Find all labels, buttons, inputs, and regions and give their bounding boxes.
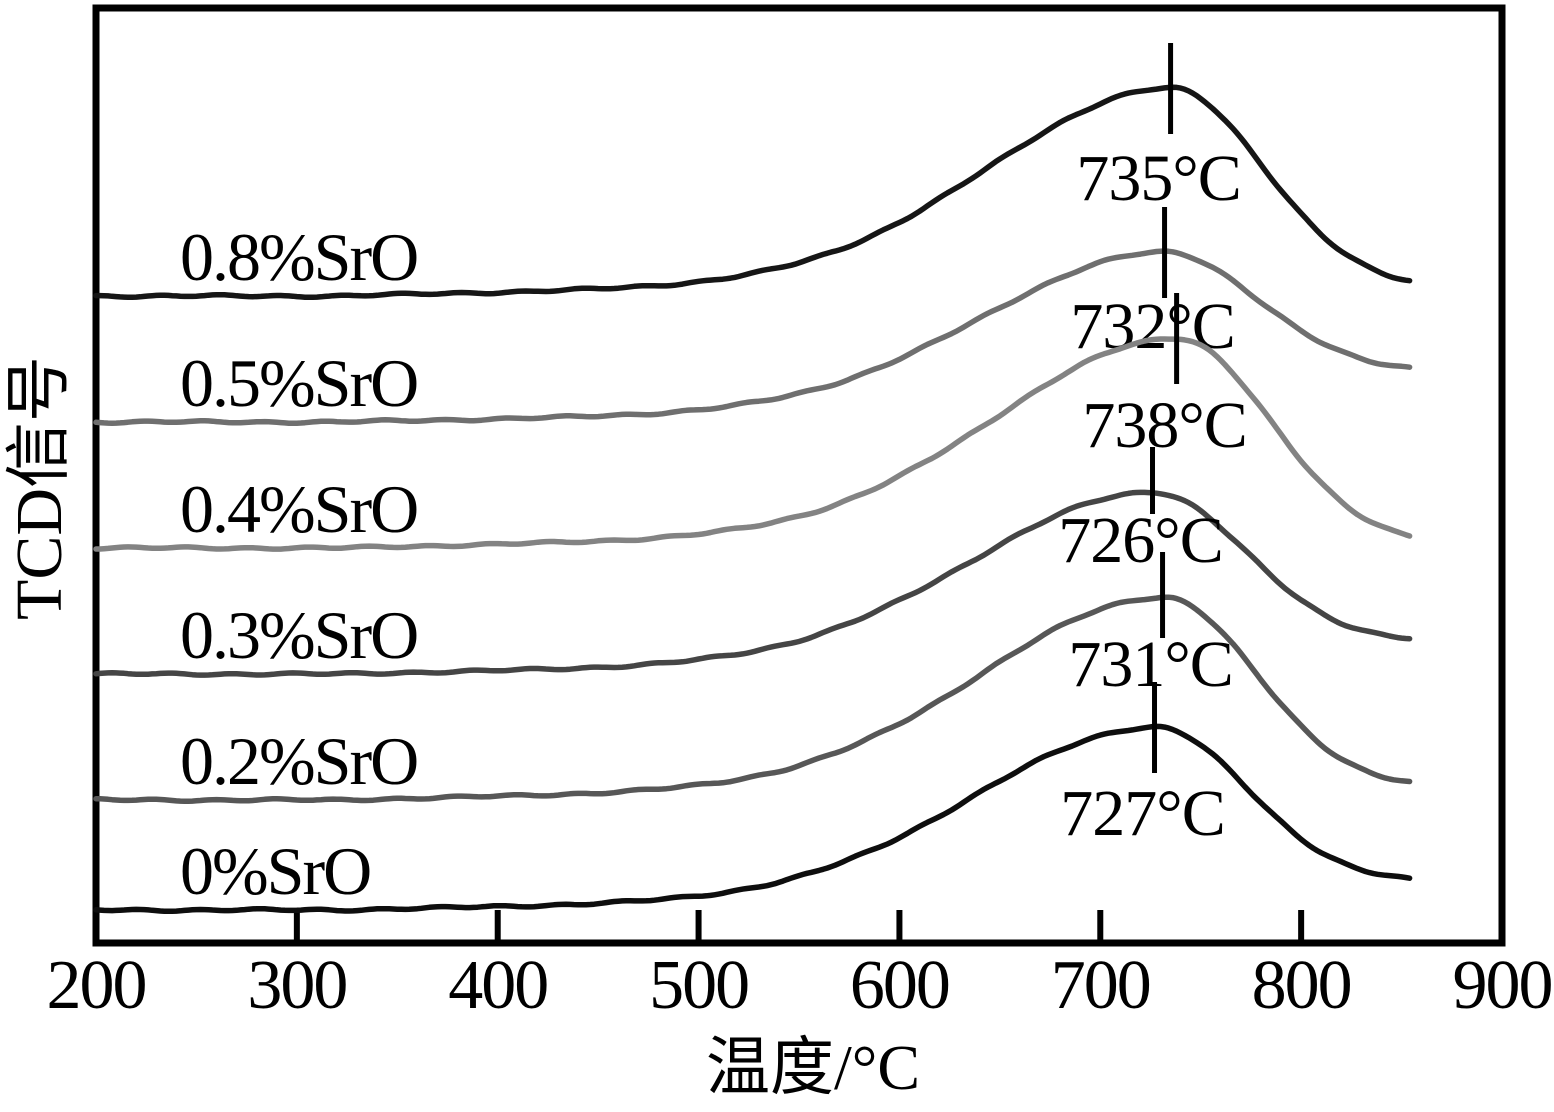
- series-label-0.2%SrO: 0.2%SrO: [180, 723, 417, 799]
- plot-border: [92, 4, 1506, 947]
- x-tick-label-500: 500: [649, 947, 748, 1024]
- series-label-0.4%SrO: 0.4%SrO: [180, 471, 417, 547]
- peak-annotation-731: 731°C: [1068, 628, 1232, 701]
- x-tick-label-300: 300: [247, 947, 346, 1024]
- peak-annotation-738: 738°C: [1082, 389, 1246, 462]
- peak-annotation-735: 735°C: [1076, 142, 1240, 215]
- x-tick-label-800: 800: [1252, 947, 1351, 1024]
- series-label-0.5%SrO: 0.5%SrO: [180, 345, 417, 421]
- curve-0.5%SrO: [93, 248, 1413, 426]
- curve-0.3%SrO: [93, 489, 1413, 678]
- x-tick-label-700: 700: [1051, 947, 1150, 1024]
- peak-annotation-727: 727°C: [1060, 777, 1224, 850]
- series-label-0%SrO: 0%SrO: [180, 833, 370, 909]
- peak-annotation-726: 726°C: [1058, 504, 1222, 577]
- curve-0.2%SrO: [93, 594, 1413, 804]
- curve-0.8%SrO: [93, 84, 1413, 301]
- curve-0%SrO: [93, 723, 1413, 915]
- y-axis-title: TCD信号: [3, 356, 76, 620]
- x-axis-title: 温度/°C: [705, 1032, 921, 1103]
- x-tick-label-400: 400: [448, 947, 547, 1024]
- series-label-0.8%SrO: 0.8%SrO: [180, 219, 417, 295]
- x-tick-label-600: 600: [850, 947, 949, 1024]
- x-tick-label-900: 900: [1453, 947, 1552, 1024]
- series-label-0.3%SrO: 0.3%SrO: [180, 597, 417, 673]
- x-tick-label-200: 200: [47, 947, 146, 1024]
- curve-0.4%SrO: [93, 336, 1413, 552]
